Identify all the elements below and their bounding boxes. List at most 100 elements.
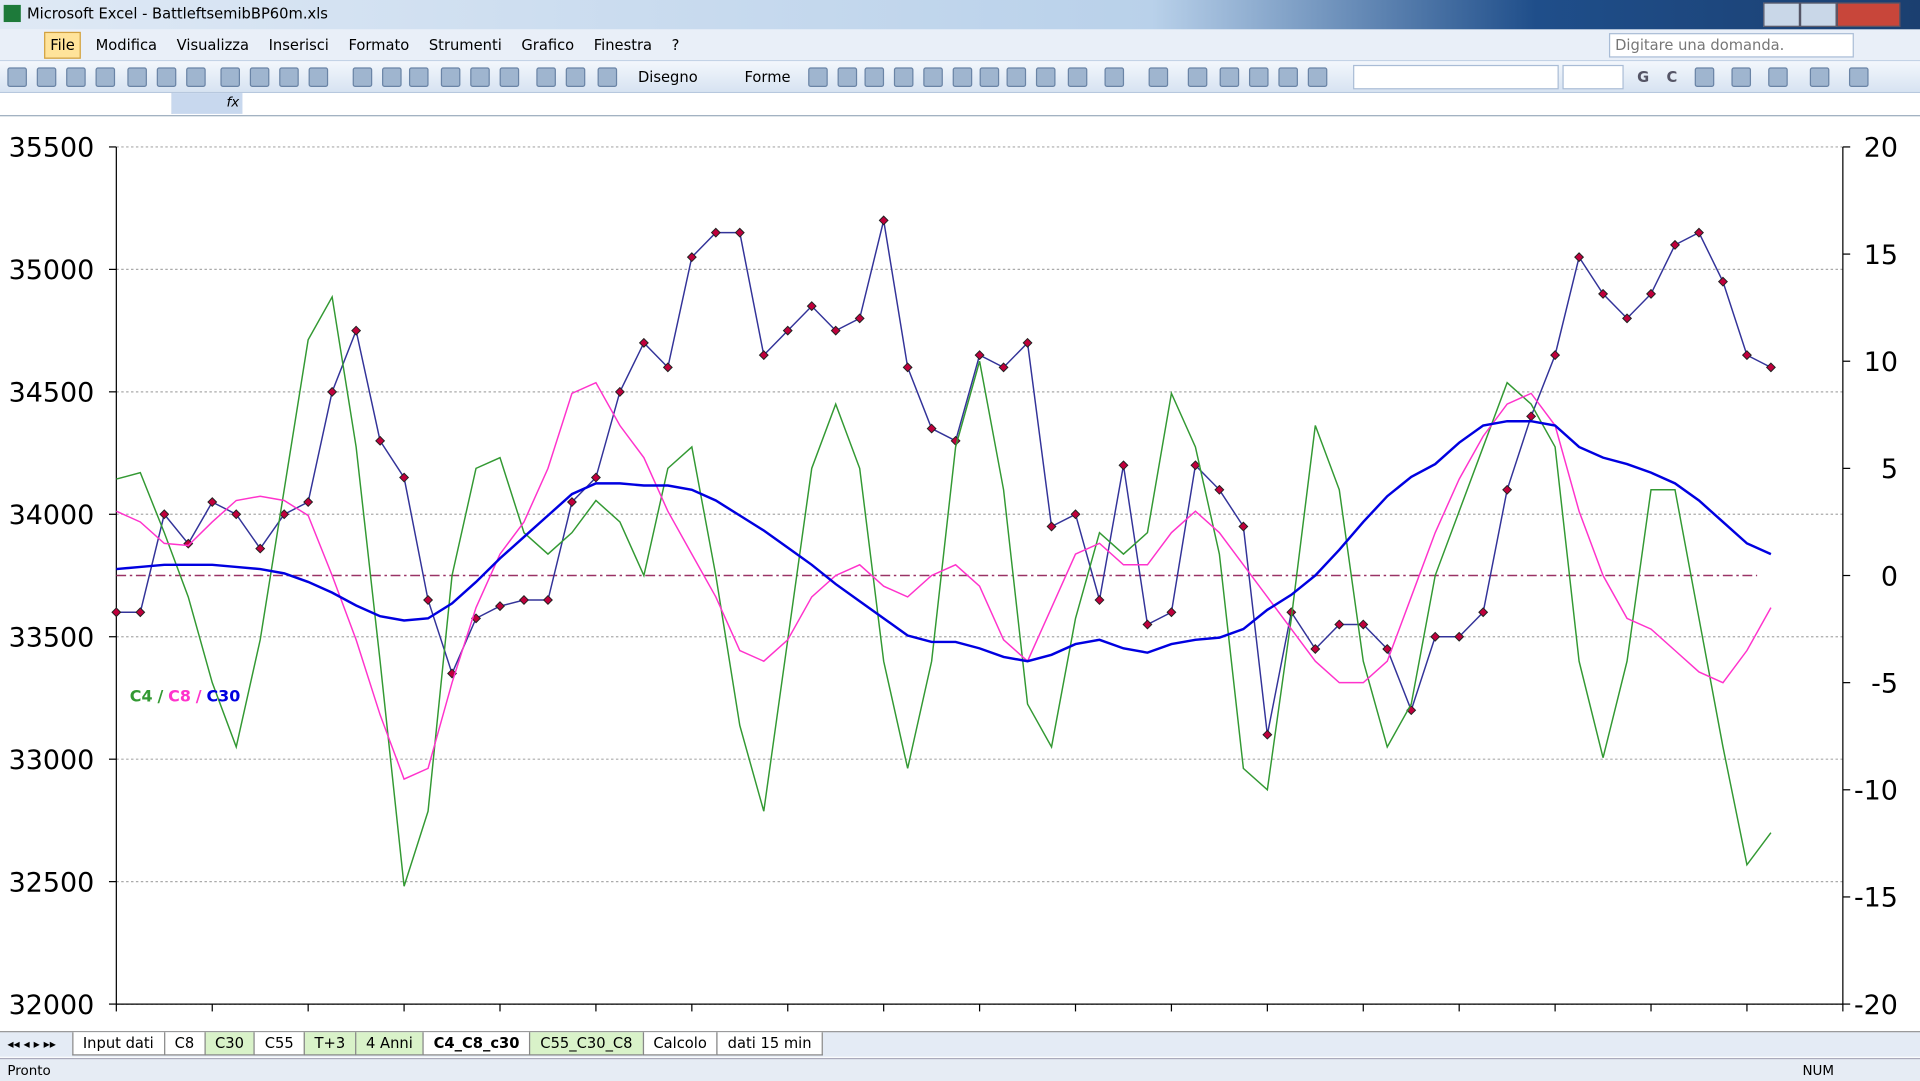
menu-list: File Modifica Visualizza Inserisci Formato St… [34, 29, 684, 59]
toolbar-button[interactable] [249, 67, 270, 87]
data-marker [1598, 288, 1609, 299]
help-search[interactable]: Digitare una domanda. [1608, 33, 1854, 58]
sheet-tab[interactable]: dati 15 min [716, 1032, 823, 1056]
toolbar-button[interactable] [1067, 67, 1088, 87]
font-box[interactable] [1353, 64, 1559, 90]
sheet-tab[interactable]: C55_C30_C8 [529, 1032, 644, 1056]
bold-button[interactable]: G [1637, 68, 1650, 86]
toolbar-button[interactable] [440, 67, 461, 87]
toolbar-button[interactable] [156, 67, 177, 87]
toolbar-button[interactable] [1848, 67, 1869, 87]
toolbar-button[interactable] [1307, 67, 1328, 87]
toolbar-button[interactable] [352, 67, 373, 87]
menu-item[interactable]: Inserisci [268, 36, 329, 54]
toolbar-button[interactable] [1809, 67, 1830, 87]
sheet-tab[interactable]: 4 Anni [355, 1032, 424, 1056]
data-marker [1622, 313, 1633, 324]
toolbar-button[interactable] [186, 67, 206, 87]
toolbar-button[interactable] [1148, 67, 1169, 87]
toolbar-button[interactable] [408, 67, 429, 87]
toolbar-button[interactable] [1768, 67, 1788, 87]
fx-label[interactable]: fx [226, 94, 240, 111]
window-controls[interactable] [1763, 2, 1910, 27]
menu-item[interactable]: ? [671, 36, 680, 54]
data-marker [686, 252, 697, 263]
series-line [116, 420, 1772, 663]
menu-item[interactable]: Visualizza [176, 36, 250, 54]
toolbar-button[interactable] [808, 67, 828, 87]
menu-item[interactable]: Strumenti [428, 36, 502, 54]
toolbar-button[interactable] [1219, 67, 1240, 87]
toolbar-button[interactable] [1035, 67, 1056, 87]
toolbar-button[interactable] [864, 67, 885, 87]
toolbar-button[interactable] [1731, 67, 1752, 87]
data-marker [590, 472, 601, 483]
close-button[interactable] [1836, 2, 1901, 27]
sheet-tab[interactable]: Input dati [71, 1032, 165, 1056]
menu-item[interactable]: Formato [348, 36, 410, 54]
data-marker [1166, 607, 1177, 618]
menu-item[interactable]: Modifica [95, 36, 158, 54]
toolbar-button[interactable] [837, 67, 858, 87]
toolbar-button[interactable] [923, 67, 943, 87]
toolbar-button[interactable] [36, 67, 57, 87]
formula-icons [171, 93, 243, 114]
toolbar-button[interactable] [95, 67, 116, 87]
restore-button[interactable] [1800, 2, 1837, 27]
y2-tick-label: 5 [1881, 454, 1898, 485]
sheet-tab[interactable]: C8 [163, 1032, 206, 1056]
sheet-tab[interactable]: C4_C8_c30 [422, 1032, 531, 1056]
data-marker [1454, 631, 1465, 642]
y-tick-label: 35500 [9, 133, 95, 164]
toolbar-button[interactable] [952, 67, 973, 87]
menu-item[interactable]: Finestra [593, 36, 653, 54]
toolbar-button[interactable] [499, 67, 520, 87]
toolbar-button[interactable] [979, 67, 1000, 87]
toolbar-button[interactable] [382, 67, 402, 87]
size-box[interactable] [1562, 64, 1624, 90]
sheet-tab[interactable]: Calcolo [642, 1032, 718, 1056]
data-marker [878, 215, 889, 226]
drawing-menu[interactable]: Disegno [637, 68, 698, 86]
toolbar-button[interactable] [7, 67, 27, 87]
minimize-button[interactable] [1763, 2, 1801, 27]
toolbar-button[interactable] [565, 67, 586, 87]
toolbar-button[interactable] [893, 67, 914, 87]
toolbar-button[interactable] [1104, 67, 1125, 87]
toolbar-button[interactable] [536, 67, 556, 87]
tab-nav[interactable]: ◂◂ ◂ ▸ ▸▸ [7, 1038, 56, 1052]
sheet-tab[interactable]: C30 [203, 1032, 255, 1056]
sheet-tab[interactable]: T+3 [303, 1032, 357, 1056]
y-tick-label: 32500 [9, 867, 95, 898]
toolbar-button[interactable] [279, 67, 299, 87]
toolbar-button[interactable] [220, 67, 241, 87]
toolbar-button[interactable] [127, 67, 147, 87]
toolbar-button[interactable] [1006, 67, 1027, 87]
menu-item[interactable]: File [44, 31, 81, 59]
toolbar-button[interactable] [1187, 67, 1208, 87]
toolbar-button[interactable] [1278, 67, 1298, 87]
sheet-tabs: ◂◂ ◂ ▸ ▸▸ Input dati C8 C30 C55 T+3 4 Anni C4_C… [0, 1031, 1920, 1057]
name-box[interactable] [0, 93, 173, 114]
data-marker [1070, 509, 1081, 520]
data-marker [1022, 337, 1033, 348]
sheet-tab[interactable]: C55 [253, 1032, 305, 1056]
data-marker [1765, 362, 1776, 373]
toolbar-button[interactable] [66, 67, 86, 87]
italic-button[interactable]: C [1666, 68, 1678, 86]
data-marker [806, 301, 817, 312]
shapes-menu[interactable]: Forme [744, 68, 791, 86]
data-marker [1550, 350, 1561, 361]
toolbar-button[interactable] [308, 67, 329, 87]
y2-tick-label: 0 [1881, 561, 1898, 592]
data-marker [734, 227, 745, 238]
legend-separator: / [157, 687, 163, 706]
toolbar-button[interactable] [1248, 67, 1269, 87]
data-marker [1214, 484, 1225, 495]
toolbar-button[interactable] [470, 67, 490, 87]
toolbar-button[interactable] [1694, 67, 1715, 87]
toolbar-button[interactable] [597, 67, 618, 87]
menu-item[interactable]: Grafico [521, 36, 575, 54]
